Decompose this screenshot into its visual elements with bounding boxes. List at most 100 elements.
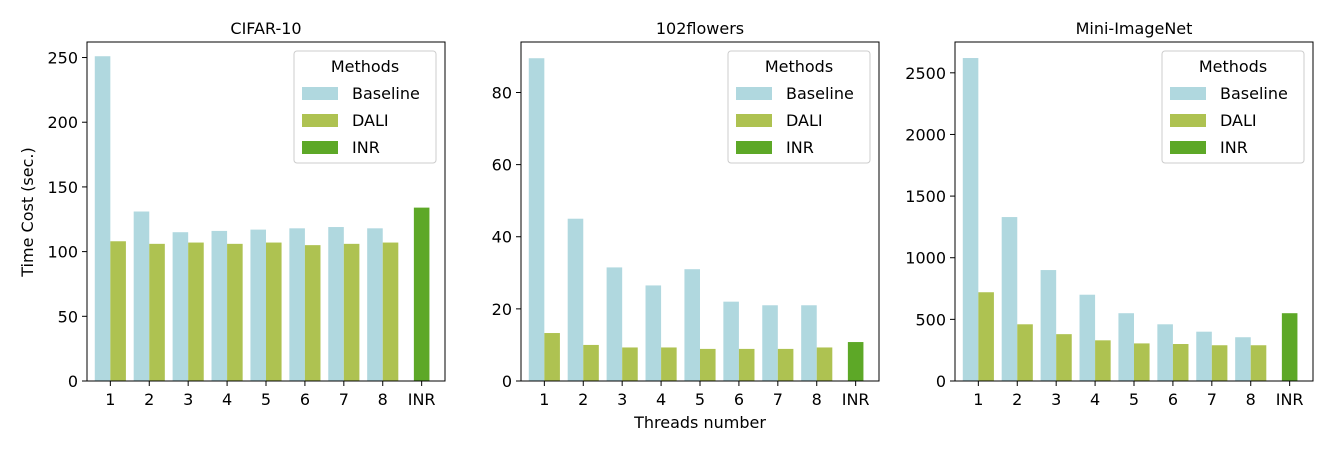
legend-swatch-inr bbox=[1170, 141, 1206, 154]
y-tick-label-2500: 2500 bbox=[905, 64, 946, 83]
bar-baseline-2 bbox=[1001, 217, 1018, 381]
bar-baseline-8 bbox=[1235, 337, 1251, 381]
bar-dali-2 bbox=[149, 243, 165, 381]
y-tick-label-1000: 1000 bbox=[905, 249, 946, 268]
legend-label-inr: INR bbox=[786, 138, 814, 157]
bar-baseline-6 bbox=[1157, 324, 1173, 381]
x-tick-label-1: 1 bbox=[539, 390, 549, 409]
x-tick-label-2: 2 bbox=[1012, 390, 1022, 409]
legend: Methods Baseline DALI INR bbox=[1161, 50, 1305, 164]
y-tick-label-500: 500 bbox=[915, 310, 946, 329]
bar-inr-INR bbox=[847, 342, 864, 381]
legend-title: Methods bbox=[765, 57, 833, 76]
bar-dali-5 bbox=[1134, 343, 1150, 381]
x-tick-label-5: 5 bbox=[261, 390, 271, 409]
bar-dali-8 bbox=[816, 347, 833, 381]
chart-title: Mini-ImageNet bbox=[1076, 19, 1193, 38]
bar-baseline-3 bbox=[606, 267, 623, 381]
bar-dali-2 bbox=[1017, 324, 1033, 381]
y-tick-label-80: 80 bbox=[492, 83, 512, 102]
x-tick-label-3: 3 bbox=[183, 390, 193, 409]
bar-baseline-5 bbox=[1118, 313, 1134, 381]
x-tick-label-6: 6 bbox=[734, 390, 744, 409]
bar-dali-6 bbox=[304, 245, 321, 381]
bar-dali-3 bbox=[188, 242, 204, 381]
legend-title: Methods bbox=[1199, 57, 1267, 76]
x-tick-label-8: 8 bbox=[378, 390, 388, 409]
legend-label-inr: INR bbox=[352, 138, 380, 157]
x-tick-label-8: 8 bbox=[1246, 390, 1256, 409]
legend: Methods Baseline DALI INR bbox=[727, 50, 871, 164]
legend-title: Methods bbox=[331, 57, 399, 76]
x-tick-label-6: 6 bbox=[1168, 390, 1178, 409]
x-axis-label: Threads number bbox=[633, 413, 766, 432]
bar-baseline-2 bbox=[567, 218, 584, 381]
legend-box bbox=[293, 50, 437, 164]
bar-dali-3 bbox=[622, 347, 638, 381]
y-tick-label-60: 60 bbox=[492, 156, 512, 175]
y-tick-label-150: 150 bbox=[47, 178, 78, 197]
x-tick-label-4: 4 bbox=[656, 390, 666, 409]
bar-dali-4 bbox=[661, 347, 677, 381]
bar-baseline-3 bbox=[1040, 270, 1057, 381]
legend-label-baseline: Baseline bbox=[786, 84, 854, 103]
bar-dali-2 bbox=[583, 344, 599, 381]
y-axis-label: Time Cost (sec.) bbox=[18, 147, 37, 277]
x-tick-label-6: 6 bbox=[300, 390, 310, 409]
x-tick-label-2: 2 bbox=[144, 390, 154, 409]
x-tick-label-INR: INR bbox=[1276, 390, 1304, 409]
bar-baseline-4 bbox=[1079, 294, 1096, 381]
bar-dali-7 bbox=[1211, 345, 1228, 381]
x-tick-label-8: 8 bbox=[812, 390, 822, 409]
x-tick-label-5: 5 bbox=[1129, 390, 1139, 409]
x-tick-label-5: 5 bbox=[695, 390, 705, 409]
legend: Methods Baseline DALI INR bbox=[293, 50, 437, 164]
bar-dali-6 bbox=[738, 348, 755, 381]
chart-panel-2: 1 2 3 4 5 6 7 8 INR 0 20 40 60 80 102flowers Methods Bas… bbox=[492, 19, 880, 409]
y-tick-label-1500: 1500 bbox=[905, 187, 946, 206]
chart-title: 102flowers bbox=[656, 19, 744, 38]
y-tick-label-100: 100 bbox=[47, 243, 78, 262]
bar-dali-7 bbox=[777, 348, 794, 381]
bar-dali-7 bbox=[343, 243, 360, 381]
bar-baseline-5 bbox=[684, 269, 700, 381]
legend-label-dali: DALI bbox=[1220, 111, 1257, 130]
legend-swatch-baseline bbox=[736, 87, 772, 100]
x-tick-label-7: 7 bbox=[773, 390, 783, 409]
legend-label-baseline: Baseline bbox=[1220, 84, 1288, 103]
bar-dali-8 bbox=[1250, 345, 1267, 381]
legend-box bbox=[1161, 50, 1305, 164]
legend-swatch-dali bbox=[736, 114, 772, 127]
y-tick-label-40: 40 bbox=[492, 228, 512, 247]
x-tick-label-4: 4 bbox=[222, 390, 232, 409]
bar-baseline-3 bbox=[172, 232, 189, 381]
bar-dali-3 bbox=[1056, 334, 1072, 381]
bar-dali-8 bbox=[382, 242, 399, 381]
legend-swatch-inr bbox=[736, 141, 772, 154]
y-tick-label-50: 50 bbox=[58, 307, 78, 326]
bar-dali-5 bbox=[266, 242, 282, 381]
bar-baseline-1 bbox=[962, 58, 979, 382]
bar-dali-1 bbox=[544, 333, 560, 381]
y-tick-label-0: 0 bbox=[68, 372, 78, 391]
bar-dali-6 bbox=[1172, 344, 1189, 381]
x-tick-label-2: 2 bbox=[578, 390, 588, 409]
legend-label-baseline: Baseline bbox=[352, 84, 420, 103]
y-tick-label-200: 200 bbox=[47, 113, 78, 132]
bar-dali-1 bbox=[110, 241, 126, 381]
x-tick-label-3: 3 bbox=[1051, 390, 1061, 409]
x-tick-label-INR: INR bbox=[408, 390, 436, 409]
x-tick-label-7: 7 bbox=[339, 390, 349, 409]
bar-baseline-4 bbox=[211, 230, 228, 381]
bar-baseline-1 bbox=[528, 58, 545, 381]
y-tick-label-0: 0 bbox=[502, 372, 512, 391]
x-tick-label-7: 7 bbox=[1207, 390, 1217, 409]
bar-dali-4 bbox=[1095, 340, 1111, 381]
bar-baseline-1 bbox=[94, 56, 111, 382]
legend-swatch-baseline bbox=[1170, 87, 1206, 100]
y-tick-label-0: 0 bbox=[936, 372, 946, 391]
legend-swatch-baseline bbox=[302, 87, 338, 100]
legend-swatch-dali bbox=[302, 114, 338, 127]
x-tick-label-3: 3 bbox=[617, 390, 627, 409]
